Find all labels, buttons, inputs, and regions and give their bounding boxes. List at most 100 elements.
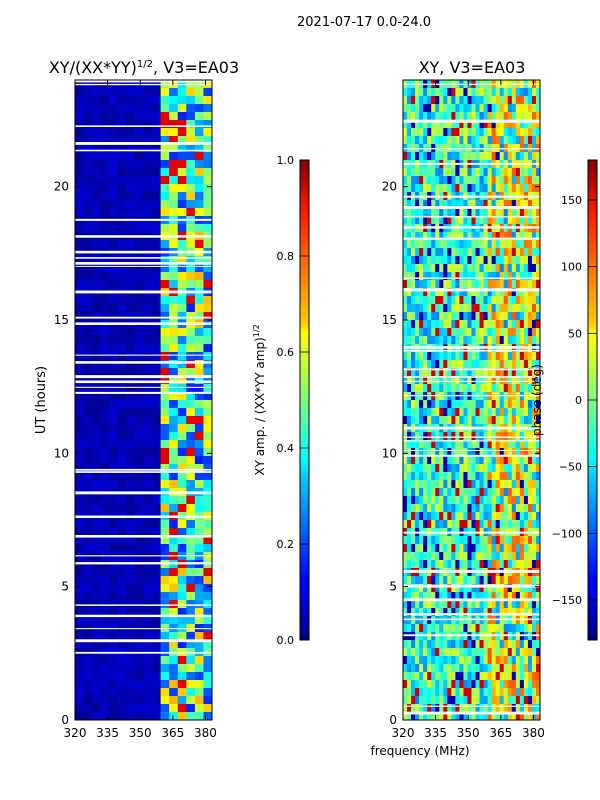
phase-heatmap-cell xyxy=(507,232,513,241)
phase-heatmap-cell xyxy=(463,360,468,369)
amplitude-heatmap-cell xyxy=(152,392,162,401)
phase-heatmap-cell xyxy=(431,496,436,505)
phase-heatmap-cell xyxy=(507,600,513,609)
amplitude-heatmap-cell xyxy=(83,696,93,705)
amplitude-heatmap-cell xyxy=(194,704,204,713)
amplitude-heatmap-cell xyxy=(177,504,187,513)
phase-flagged-row xyxy=(403,288,540,292)
phase-heatmap-cell xyxy=(527,592,533,601)
phase-heatmap-cell xyxy=(471,664,476,673)
phase-heatmap-cell xyxy=(443,248,448,257)
phase-heatmap-cell xyxy=(483,400,489,409)
phase-heatmap-cell xyxy=(447,88,452,97)
phase-heatmap-cell xyxy=(447,536,452,545)
amplitude-heatmap-cell xyxy=(186,600,196,609)
amplitude-heatmap-cell xyxy=(92,360,102,369)
phase-heatmap-cell xyxy=(495,216,501,225)
amplitude-heatmap-cell xyxy=(126,280,136,289)
phase-heatmap-cell xyxy=(467,232,472,241)
amplitude-heatmap-cell xyxy=(186,408,196,417)
amplitude-heatmap-cell xyxy=(134,688,144,697)
phase-heatmap-cell xyxy=(431,440,436,449)
amplitude-heatmap-cell xyxy=(203,632,212,641)
phase-heatmap-cell xyxy=(407,152,412,161)
phase-heatmap-cell xyxy=(415,200,420,209)
amplitude-heatmap-cell xyxy=(203,536,212,545)
phase-heatmap-cell xyxy=(459,480,464,489)
amplitude-heatmap-cell xyxy=(186,504,196,513)
phase-heatmap-cell xyxy=(507,176,513,185)
phase-heatmap-cell xyxy=(527,520,533,529)
phase-heatmap-cell xyxy=(503,712,509,720)
amplitude-heatmap-cell xyxy=(177,400,187,409)
phase-heatmap-cell xyxy=(507,96,513,105)
amplitude-heatmap-cell xyxy=(100,168,110,177)
amplitude-heatmap-cell xyxy=(194,472,204,481)
amplitude-heatmap-cell xyxy=(134,712,144,720)
phase-heatmap-cell xyxy=(423,648,428,657)
amplitude-heatmap-cell xyxy=(134,272,144,281)
phase-heatmap-cell xyxy=(507,648,513,657)
phase-heatmap-cell xyxy=(431,264,436,273)
phase-heatmap-cell xyxy=(523,168,529,177)
phase-heatmap-cell xyxy=(535,400,540,409)
phase-heatmap-cell xyxy=(411,136,416,145)
amplitude-heatmap-cell xyxy=(117,296,127,305)
phase-heatmap-cell xyxy=(415,352,420,361)
amplitude-heatmap-cell xyxy=(152,544,162,553)
amplitude-heatmap-cell xyxy=(134,376,144,385)
phase-heatmap-cell xyxy=(511,696,517,705)
phase-heatmap-cell xyxy=(495,504,501,513)
phase-heatmap-cell xyxy=(531,288,537,297)
amplitude-heatmap-cell xyxy=(117,88,127,97)
amplitude-heatmap-cell xyxy=(117,600,127,609)
phase-heatmap-cell xyxy=(423,520,428,529)
amplitude-heatmap-cell xyxy=(160,544,170,553)
amplitude-heatmap-cell xyxy=(143,96,153,105)
phase-heatmap-cell xyxy=(467,488,472,497)
phase-heatmap-cell xyxy=(519,512,525,521)
phase-heatmap-cell xyxy=(531,136,537,145)
phase-y-tick-label: 10 xyxy=(382,446,397,460)
phase-heatmap-cell xyxy=(423,376,428,385)
phase-heatmap-cell xyxy=(427,464,432,473)
phase-heatmap-cell xyxy=(527,696,533,705)
amplitude-heatmap-cell xyxy=(169,264,179,273)
amplitude-heatmap-cell xyxy=(100,296,110,305)
phase-heatmap-cell xyxy=(423,656,428,665)
phase-heatmap-cell xyxy=(527,552,533,561)
phase-heatmap-cell xyxy=(463,680,468,689)
amplitude-heatmap-cell xyxy=(134,616,144,625)
phase-heatmap-cell xyxy=(407,208,412,217)
amplitude-heatmap-cell xyxy=(92,472,102,481)
phase-heatmap-cell xyxy=(479,272,484,281)
amplitude-heatmap-cell xyxy=(152,312,162,321)
phase-heatmap-cell xyxy=(519,104,525,113)
phase-heatmap-cell xyxy=(499,200,505,209)
phase-heatmap-cell xyxy=(419,200,424,209)
amplitude-heatmap-cell xyxy=(194,616,204,625)
phase-heatmap-cell xyxy=(515,656,521,665)
phase-heatmap-cell xyxy=(423,184,428,193)
amplitude-heatmap-cell xyxy=(186,192,196,201)
amplitude-heatmap-cell xyxy=(109,448,119,457)
phase-heatmap-cell xyxy=(451,88,456,97)
phase-heatmap-cell xyxy=(503,640,509,649)
amplitude-heatmap-cell xyxy=(134,504,144,513)
phase-flagged-row xyxy=(403,634,540,637)
amplitude-heatmap-cell xyxy=(92,384,102,393)
amplitude-heatmap-cell xyxy=(83,576,93,585)
amplitude-heatmap-cell xyxy=(143,640,153,649)
amplitude-flagged-row xyxy=(75,83,212,86)
phase-heatmap-cell xyxy=(459,352,464,361)
phase-heatmap-cell xyxy=(447,704,452,713)
phase-heatmap-cell xyxy=(407,400,412,409)
amplitude-heatmap-cell xyxy=(83,208,93,217)
phase-heatmap-cell xyxy=(439,656,444,665)
phase-heatmap-cell xyxy=(451,704,456,713)
amplitude-heatmap-cell xyxy=(134,136,144,145)
amplitude-heatmap-cell xyxy=(152,192,162,201)
phase-heatmap-cell xyxy=(487,248,493,257)
amplitude-heatmap-cell xyxy=(126,472,136,481)
phase-heatmap-cell xyxy=(439,544,444,553)
